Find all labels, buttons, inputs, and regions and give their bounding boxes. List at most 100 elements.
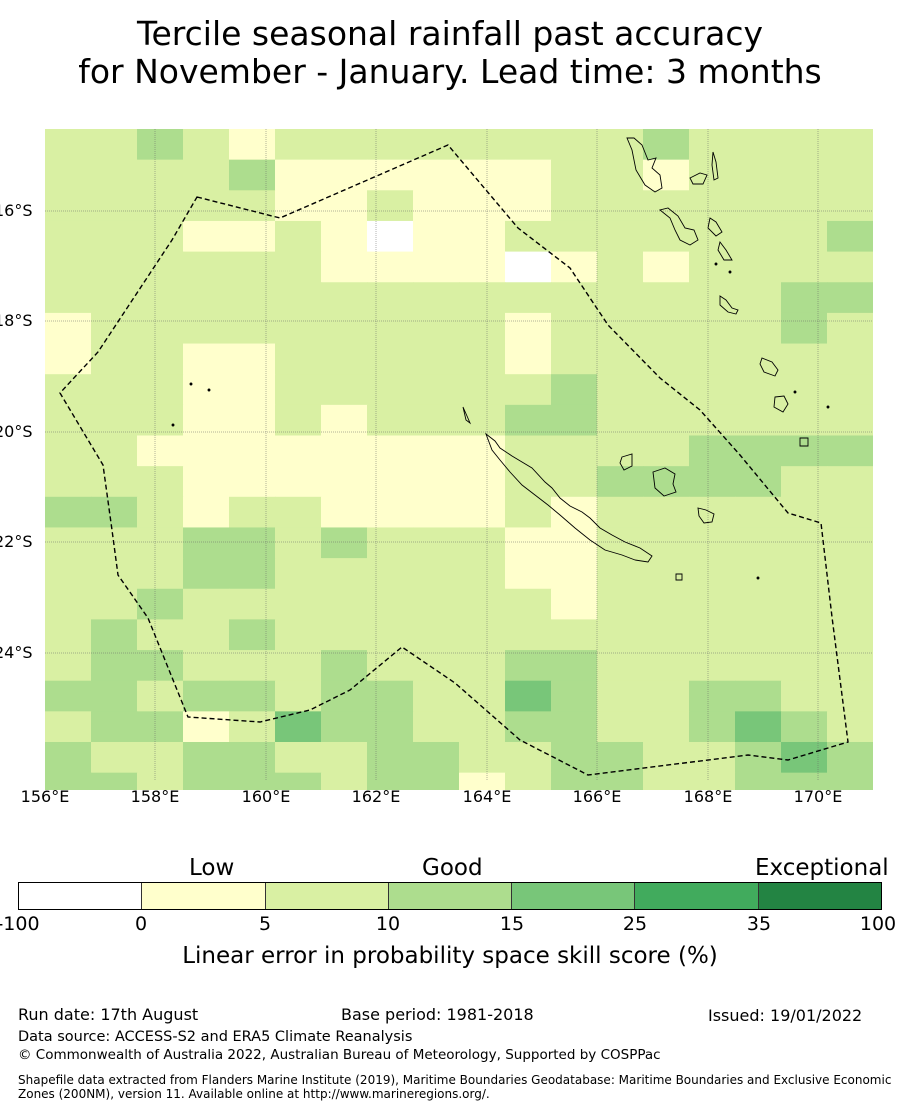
skill-cell	[275, 282, 322, 314]
skill-cell	[735, 772, 782, 790]
skill-cell	[597, 129, 644, 161]
colorbar-tick: 5	[258, 913, 272, 935]
lon-label-158e: 158°E	[130, 787, 180, 806]
chart-title-line-1: Tercile seasonal rainfall past accuracy	[136, 14, 764, 53]
skill-cell	[91, 282, 138, 314]
skill-cell	[45, 251, 92, 283]
skill-cell	[413, 374, 460, 406]
skill-cell	[689, 251, 736, 283]
skill-cell	[183, 374, 230, 406]
skill-cell	[229, 558, 276, 590]
skill-cell	[413, 159, 460, 191]
skill-cell	[45, 435, 92, 467]
skill-cell	[137, 619, 184, 651]
colorbar-bin-0-5	[142, 883, 266, 909]
skill-cell	[321, 312, 368, 345]
skill-cell	[551, 619, 598, 651]
colorbar-bin-neg100-0	[19, 883, 143, 909]
skill-cell	[689, 496, 736, 528]
skill-cell	[137, 251, 184, 283]
skill-cell	[643, 466, 690, 498]
skill-cell	[459, 558, 506, 590]
skill-cell	[459, 282, 506, 314]
skill-cell	[735, 282, 782, 314]
skill-cell	[505, 588, 552, 620]
skill-cell	[597, 527, 644, 559]
skill-cell	[275, 374, 322, 406]
skill-cell	[827, 619, 873, 651]
skill-cell	[183, 680, 230, 712]
skill-cell	[91, 496, 138, 528]
colorbar-bin-15-25	[512, 883, 636, 909]
legend-category-good: Good	[422, 855, 483, 881]
skill-cell	[413, 312, 460, 345]
skill-cell	[551, 466, 598, 498]
island-outline	[462, 406, 472, 425]
skill-cell	[229, 711, 276, 743]
skill-cell	[321, 742, 368, 774]
skill-cell	[137, 220, 184, 253]
skill-cell	[229, 343, 276, 375]
legend-category-exceptional: Exceptional	[755, 855, 889, 881]
skill-cell	[229, 251, 276, 283]
skill-cell	[137, 282, 184, 314]
skill-cell	[735, 251, 782, 283]
islet-dot	[171, 423, 175, 427]
skill-cell	[459, 772, 506, 790]
skill-cell	[459, 466, 506, 498]
skill-cell	[643, 527, 690, 559]
skill-cell	[827, 527, 873, 559]
colorbar-bin-10-15	[388, 883, 513, 909]
skill-cell	[459, 650, 506, 682]
colorbar-tick: 25	[622, 913, 648, 935]
skill-cell	[505, 558, 552, 590]
skill-cell	[183, 496, 230, 528]
skill-cell	[459, 435, 506, 467]
island-outline	[659, 207, 699, 246]
lon-label-170e: 170°E	[793, 787, 843, 806]
skill-cell	[827, 343, 873, 375]
skill-cell	[183, 435, 230, 467]
skill-cell	[229, 619, 276, 651]
skill-cell	[597, 619, 644, 651]
skill-cell	[183, 588, 230, 620]
skill-cell	[597, 343, 644, 375]
skill-cell	[229, 312, 276, 345]
skill-cell	[183, 190, 230, 222]
skill-cell	[551, 527, 598, 559]
skill-cell	[505, 527, 552, 559]
skill-cell	[413, 588, 460, 620]
skill-cell	[505, 711, 552, 743]
skill-cell	[597, 558, 644, 590]
skill-cell	[275, 772, 322, 790]
skill-cell	[229, 588, 276, 620]
skill-cell	[735, 404, 782, 436]
skill-cell	[367, 312, 414, 345]
skill-cell	[321, 772, 368, 790]
skill-cell	[551, 312, 598, 345]
skill-cell	[643, 619, 690, 651]
skill-cell	[781, 650, 828, 682]
skill-cell	[459, 619, 506, 651]
skill-cell	[321, 496, 368, 528]
skill-cell	[183, 558, 230, 590]
island-outline	[717, 240, 733, 261]
skill-cell	[91, 558, 138, 590]
skill-cell	[321, 251, 368, 283]
skill-cell	[643, 129, 690, 161]
island-outline	[773, 395, 789, 413]
skill-cell	[551, 343, 598, 375]
skill-cell	[229, 282, 276, 314]
island-outline	[759, 357, 779, 377]
skill-cell	[413, 619, 460, 651]
island-outline	[619, 453, 633, 471]
skill-cell	[229, 159, 276, 191]
skill-cell	[781, 159, 828, 191]
skill-cell	[413, 251, 460, 283]
skill-cell	[459, 527, 506, 559]
skill-cell	[275, 220, 322, 253]
skill-cell	[45, 404, 92, 436]
colorbar-tick: 15	[499, 913, 525, 935]
skill-cell	[827, 159, 873, 191]
skill-cell	[91, 374, 138, 406]
